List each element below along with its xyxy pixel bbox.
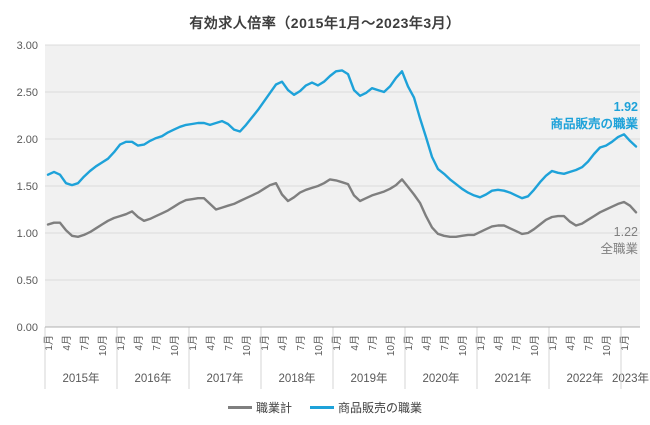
annotation-total-label: 全職業: [600, 241, 638, 256]
month-tick-label: 1月: [403, 335, 415, 351]
legend-item-sales: 商品販売の職業: [310, 399, 422, 416]
month-tick-label: 10月: [529, 335, 541, 356]
annotation-sales-value: 1.92: [613, 100, 638, 114]
legend-item-total: 職業計: [227, 399, 292, 416]
legend-swatch-sales: [310, 406, 334, 409]
y-tick-label: 0.50: [17, 275, 38, 287]
annotation-total: 1.22 全職業: [600, 224, 638, 257]
month-tick-label: 4月: [421, 335, 433, 351]
month-tick-label: 4月: [349, 335, 361, 351]
month-tick-label: 10月: [97, 335, 109, 356]
year-label: 2017年: [206, 371, 243, 385]
legend-label-sales: 商品販売の職業: [338, 401, 423, 415]
year-label: 2018年: [278, 371, 315, 385]
month-tick-label: 7月: [511, 335, 523, 351]
y-tick-label: 1.00: [17, 228, 38, 240]
month-tick-label: 4月: [205, 335, 217, 351]
series-line-total: [46, 178, 638, 239]
month-tick-label: 10月: [457, 335, 469, 356]
year-label: 2021年: [494, 371, 531, 385]
year-label: 2019年: [350, 371, 387, 385]
month-tick-label: 1月: [619, 335, 631, 351]
month-tick-label: 4月: [133, 335, 145, 351]
chart-title: 有効求人倍率（2015年1月～2023年3月）: [189, 15, 461, 31]
month-tick-label: 10月: [241, 335, 253, 356]
annotation-sales: 1.92 商品販売の職業: [550, 99, 638, 132]
y-tick-label: 2.00: [17, 134, 38, 146]
month-tick-label: 4月: [277, 335, 289, 351]
month-tick-label: 10月: [169, 335, 181, 356]
y-tick-label: 1.50: [17, 181, 38, 193]
annotation-sales-label: 商品販売の職業: [550, 116, 638, 131]
month-tick-label: 7月: [367, 335, 379, 351]
month-tick-label: 4月: [493, 335, 505, 351]
month-tick-label: 1月: [331, 335, 343, 351]
year-label: 2020年: [422, 371, 459, 385]
y-tick-label: 2.50: [17, 87, 38, 99]
month-tick-label: 10月: [601, 335, 613, 356]
month-tick-label: 4月: [565, 335, 577, 351]
month-tick-label: 1月: [115, 335, 127, 351]
y-tick-label: 3.00: [17, 40, 38, 52]
month-tick-label: 4月: [61, 335, 73, 351]
month-tick-label: 1月: [547, 335, 559, 351]
legend: 職業計 商品販売の職業: [0, 399, 650, 416]
month-tick-label: 1月: [475, 335, 487, 351]
year-label: 2016年: [134, 371, 171, 385]
month-tick-label: 7月: [223, 335, 235, 351]
year-label: 2023年: [612, 371, 649, 385]
month-tick-label: 10月: [385, 335, 397, 356]
y-tick-label: 0.00: [17, 322, 38, 334]
year-label: 2015年: [62, 371, 99, 385]
month-tick-label: 7月: [583, 335, 595, 351]
legend-swatch-total: [227, 406, 252, 409]
month-tick-label: 1月: [187, 335, 199, 351]
year-label: 2022年: [566, 371, 603, 385]
month-tick-label: 10月: [313, 335, 325, 356]
month-tick-label: 7月: [79, 335, 91, 351]
month-tick-label: 7月: [439, 335, 451, 351]
month-tick-label: 1月: [43, 335, 55, 351]
legend-label-total: 職業計: [255, 401, 292, 415]
month-tick-label: 7月: [151, 335, 163, 351]
month-tick-label: 1月: [259, 335, 271, 351]
series-line-sales: [46, 69, 638, 200]
month-tick-label: 7月: [295, 335, 307, 351]
annotation-total-value: 1.22: [613, 225, 638, 239]
